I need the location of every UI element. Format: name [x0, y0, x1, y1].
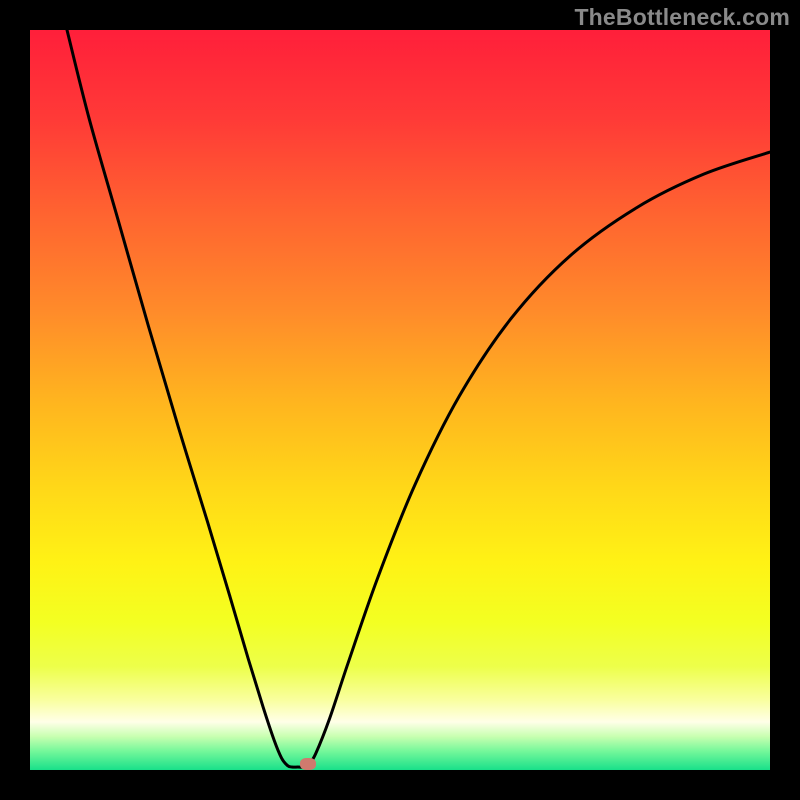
minimum-marker	[300, 758, 316, 770]
bottleneck-curve-svg	[30, 30, 770, 770]
bottleneck-curve	[67, 30, 770, 767]
chart-container: TheBottleneck.com	[0, 0, 800, 800]
watermark-text: TheBottleneck.com	[574, 4, 790, 31]
plot-area	[30, 30, 770, 770]
